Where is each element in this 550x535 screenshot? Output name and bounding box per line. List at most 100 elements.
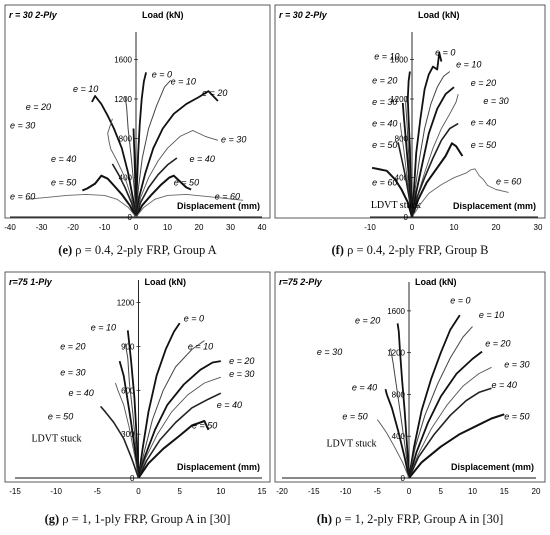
y-tick-label: 600 [121,386,135,395]
series-label: e = 20 [485,338,510,348]
y-tick-label: 0 [130,474,135,483]
series-label-left: e = 50 [342,412,367,422]
x-tick-label: 15 [258,487,267,496]
series-line-left [91,95,137,218]
series-label-left: e = 20 [372,75,397,85]
series-line-left [397,142,413,218]
series-line [408,326,473,479]
series-label: e = 30 [221,134,246,144]
series-line-left [114,382,139,479]
x-axis-label: Displacement (mm) [451,462,534,472]
x-tick-label: 15 [500,487,509,496]
series-label-left: e = 20 [26,102,51,112]
caption-e-letter: (e) [58,243,73,257]
x-tick-label: 20 [195,223,204,232]
caption-g-letter: (g) [44,512,60,526]
y-tick-label: 400 [395,174,409,183]
series-line [135,157,178,218]
y-tick-label: 1200 [114,95,132,104]
series-line [135,130,219,218]
series-line [135,90,219,218]
x-tick-label: 0 [134,223,139,232]
y-tick-label: 1600 [390,56,408,65]
x-axis-label: Displacement (mm) [177,462,260,472]
y-tick-label: 1200 [390,95,408,104]
series-label-left: e = 10 [374,52,399,62]
x-axis-label: Displacement (mm) [177,201,260,211]
x-tick-label: -15 [9,487,21,496]
caption-h-letter: (h) [316,512,332,526]
series-label-left: e = 50 [372,140,397,150]
series-label: e = 10 [188,341,213,351]
panel-frame [4,271,271,483]
y-tick-label: 800 [395,134,409,143]
caption-e-text: ρ = 0.4, 2-ply FRP, Group A [75,243,217,257]
series-line [137,420,210,479]
series-line [411,142,464,218]
series-line [411,168,509,218]
series-label: e = 0 [184,314,204,324]
series-label-left: e = 30 [10,121,35,131]
caption-h-text: ρ = 1, 2-ply FRP, Group A in [30] [335,512,504,526]
panel-g: -15 -10 -5 0 5 10 15 0 300 600 900 1200 r=75 1-Ply Lo… [4,271,271,496]
x-axis-label: Displacement (mm) [453,201,536,211]
x-tick-label: -20 [276,487,288,496]
panel-label: r = 30 2-Ply [279,10,328,20]
series-line-left [107,118,137,218]
caption-f: (f) ρ = 0.4, 2-ply FRP, Group B [275,243,545,258]
y-axis-label: Load (kN) [415,277,457,287]
y-axis-label: Load (kN) [418,10,460,20]
series-line [408,413,505,479]
y-tick-label: 800 [392,390,406,399]
x-tick-label: 0 [410,223,415,232]
series-label-left: e = 50 [48,412,73,422]
x-tick-label: 30 [226,223,235,232]
series-label-left: e = 40 [69,388,94,398]
series-line [408,366,492,479]
series-label: e = 20 [229,356,254,366]
series-line-left [132,128,137,218]
panel-f: -10 0 10 20 30 0 400 800 1200 1600 r = 30 2-Ply Loa… [274,4,546,232]
series-line [411,86,455,218]
series-line-left [390,348,410,479]
series-label-left: e = 40 [372,119,397,129]
series-line [138,376,221,479]
series-line [408,350,483,479]
x-tick-label: 20 [492,223,501,232]
series-label-left: e = 60 [372,178,397,188]
series-line [137,360,221,479]
series-label: e = 50 [192,420,217,430]
caption-f-text: ρ = 0.4, 2-ply FRP, Group B [347,243,489,257]
series-label: e = 20 [202,88,227,98]
x-tick-label: 10 [216,487,225,496]
series-label: e = 0 [152,69,172,79]
caption-e: (e) ρ = 0.4, 2-ply FRP, Group A [5,243,270,258]
panel-label: r = 30 2-Ply [9,10,58,20]
series-label-left: e = 40 [51,154,76,164]
x-tick-label: 10 [163,223,172,232]
x-tick-label: -10 [340,487,352,496]
series-label: e = 40 [492,380,517,390]
x-tick-label: -15 [308,487,320,496]
series-label-left: e = 30 [60,368,85,378]
series-label: e = 40 [217,400,242,410]
x-tick-label: -10 [364,223,376,232]
x-tick-label: 0 [407,487,412,496]
y-tick-label: 1200 [117,299,135,308]
series-line [135,193,244,218]
series-label: e = 50 [471,140,496,150]
series-line [135,72,147,218]
series-line-left [124,343,139,479]
series-label: e = 10 [171,76,196,86]
y-tick-label: 1200 [387,349,405,358]
series-label: e = 40 [471,118,496,128]
series-line [137,322,181,479]
panel-label: r=75 2-Ply [279,277,323,287]
series-line-left [396,323,410,479]
series-line [135,79,171,218]
series-line-left [118,360,140,479]
x-tick-label: -5 [374,487,382,496]
series-label: e = 60 [215,191,240,201]
series-label: e = 10 [456,60,481,70]
x-tick-label: 10 [450,223,459,232]
